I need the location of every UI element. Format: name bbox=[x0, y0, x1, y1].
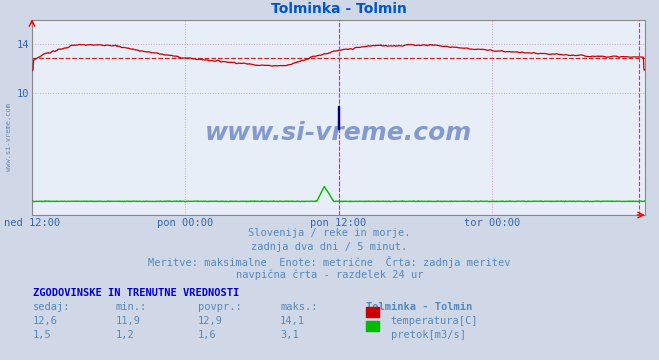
Text: www.si-vreme.com: www.si-vreme.com bbox=[205, 121, 472, 145]
Text: 14,1: 14,1 bbox=[280, 316, 305, 326]
Text: 3,1: 3,1 bbox=[280, 330, 299, 340]
Text: pretok[m3/s]: pretok[m3/s] bbox=[391, 330, 466, 340]
Text: Meritve: maksimalne  Enote: metrične  Črta: zadnja meritev: Meritve: maksimalne Enote: metrične Črta… bbox=[148, 256, 511, 268]
Text: 11,9: 11,9 bbox=[115, 316, 140, 326]
Text: temperatura[C]: temperatura[C] bbox=[391, 316, 478, 326]
Text: 1,5: 1,5 bbox=[33, 330, 51, 340]
Text: 12,9: 12,9 bbox=[198, 316, 223, 326]
Text: 1,6: 1,6 bbox=[198, 330, 216, 340]
Title: Tolminka - Tolmin: Tolminka - Tolmin bbox=[271, 2, 407, 16]
Text: Tolminka - Tolmin: Tolminka - Tolmin bbox=[366, 302, 472, 312]
Text: 12,6: 12,6 bbox=[33, 316, 58, 326]
Text: www.si-vreme.com: www.si-vreme.com bbox=[5, 103, 12, 171]
Text: min.:: min.: bbox=[115, 302, 146, 312]
Text: zadnja dva dni / 5 minut.: zadnja dva dni / 5 minut. bbox=[251, 242, 408, 252]
Text: maks.:: maks.: bbox=[280, 302, 318, 312]
Text: povpr.:: povpr.: bbox=[198, 302, 241, 312]
Text: ZGODOVINSKE IN TRENUTNE VREDNOSTI: ZGODOVINSKE IN TRENUTNE VREDNOSTI bbox=[33, 288, 239, 298]
Text: 1,2: 1,2 bbox=[115, 330, 134, 340]
Text: sedaj:: sedaj: bbox=[33, 302, 71, 312]
Text: Slovenija / reke in morje.: Slovenija / reke in morje. bbox=[248, 228, 411, 238]
Text: navpična črta - razdelek 24 ur: navpična črta - razdelek 24 ur bbox=[236, 270, 423, 280]
